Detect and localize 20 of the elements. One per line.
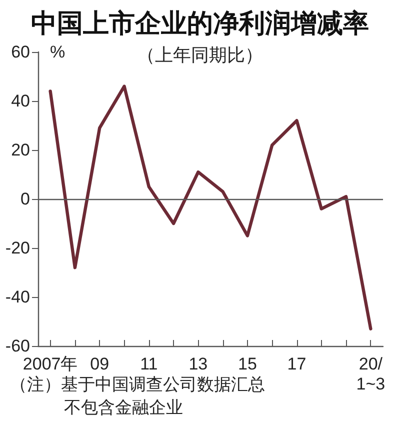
- y-tick-label: -20: [5, 238, 30, 258]
- x-tick-label: 11: [140, 354, 158, 374]
- y-tick-label: -60: [5, 336, 30, 356]
- y-tick-label: 60: [11, 42, 30, 62]
- x-tick-label: 09: [90, 354, 110, 374]
- y-tick-label: 40: [11, 92, 30, 110]
- x-tick-label: 20/ 1~3: [356, 354, 386, 394]
- x-tick-label: 15: [238, 354, 257, 374]
- chart-subtitle: （上年同期比）: [137, 45, 263, 65]
- y-tick-label: 0: [20, 190, 30, 208]
- y-tick-label: 20: [11, 140, 30, 160]
- y-axis-title: %: [50, 42, 66, 62]
- text: （注）基于中国调查公司数据汇总: [10, 375, 265, 394]
- x-tick-label: 13: [188, 354, 208, 374]
- chart-title: 中国上市企业的净利润增减率: [31, 8, 369, 38]
- x-tick-label: 17: [287, 354, 306, 374]
- y-tick-label: -40: [5, 288, 30, 306]
- x-tick-label: 2007年: [22, 354, 78, 374]
- line-series: [48, 84, 372, 330]
- text: 不包含金融企业: [64, 398, 183, 417]
